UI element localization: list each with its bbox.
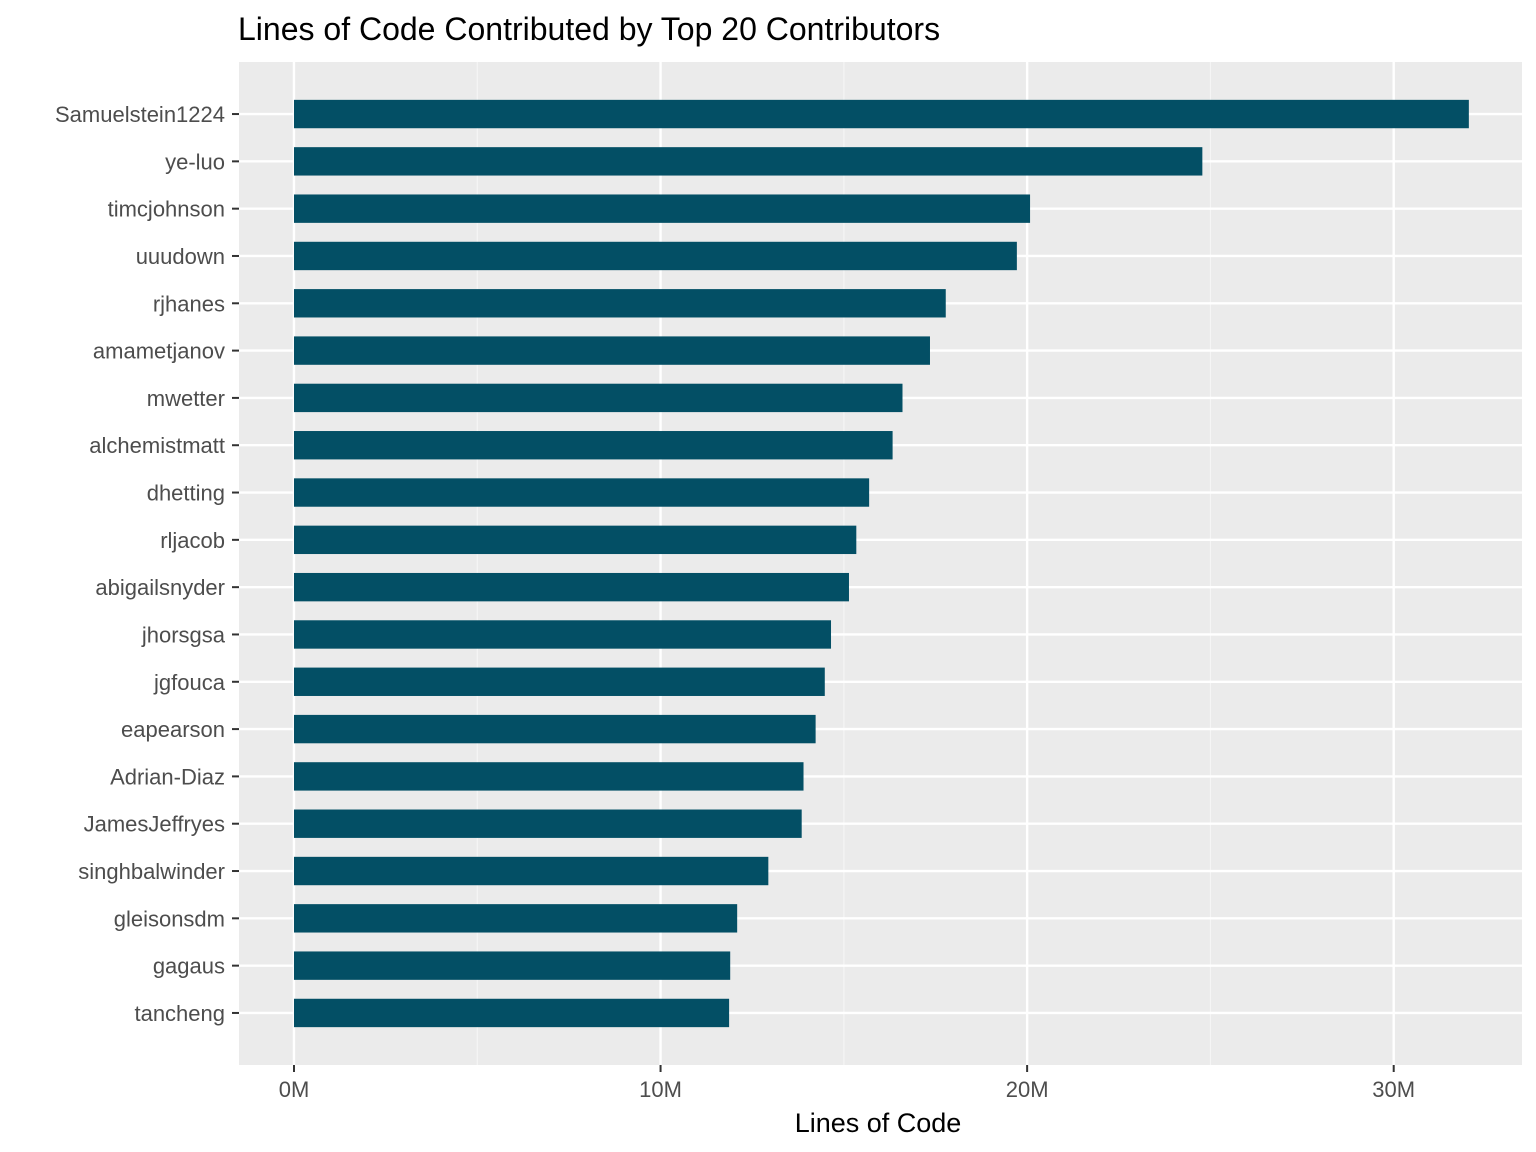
y-tick-label: amametjanov <box>93 339 225 364</box>
bar-timcjohnson <box>293 194 1031 223</box>
bar-jgfouca <box>293 667 825 696</box>
y-tick-label: abigailsnyder <box>95 575 225 600</box>
bar-jhorsgsa <box>293 620 832 649</box>
x-axis: 0M 10M 20M 30M <box>279 1065 1415 1102</box>
y-tick-label: alchemistmatt <box>89 433 225 458</box>
x-tick-label: 0M <box>279 1077 310 1102</box>
y-tick-label: gagaus <box>153 954 225 979</box>
y-tick-label: tancheng <box>134 1001 225 1026</box>
y-tick-label: jhorsgsa <box>141 622 226 647</box>
plot-panel <box>239 62 1522 1065</box>
y-tick-label: uuudown <box>136 244 225 269</box>
bar-ye-luo <box>293 147 1203 176</box>
bar-amametjanov <box>293 336 930 365</box>
bar-gagaus <box>293 951 731 980</box>
y-tick-label: Samuelstein1224 <box>55 102 225 127</box>
y-tick-label: gleisonsdm <box>114 906 225 931</box>
bar-Adrian-Diaz <box>293 762 804 791</box>
bars <box>293 99 1469 1028</box>
y-tick-label: dhetting <box>147 481 225 506</box>
y-tick-label: timcjohnson <box>108 197 225 222</box>
bar-JamesJeffryes <box>293 809 802 838</box>
y-tick-label: mwetter <box>147 386 225 411</box>
bar-dhetting <box>293 478 870 507</box>
bar-mwetter <box>293 383 903 413</box>
bar-eapearson <box>293 714 816 744</box>
bar-tancheng <box>293 998 730 1028</box>
y-tick-label: eapearson <box>121 717 225 742</box>
bar-alchemistmatt <box>293 431 893 460</box>
x-tick-label: 10M <box>639 1077 682 1102</box>
x-axis-title: Lines of Code <box>795 1108 962 1138</box>
bar-rjhanes <box>293 289 946 318</box>
y-axis: Samuelstein1224 ye-luo timcjohnson uuudown r… <box>55 102 239 1026</box>
y-tick-label: ye-luo <box>165 149 225 174</box>
y-tick-label: rjhanes <box>153 291 225 316</box>
x-tick-label: 20M <box>1006 1077 1049 1102</box>
bar-singhbalwinder <box>293 856 769 886</box>
bar-abigailsnyder <box>293 572 849 602</box>
x-tick-label: 30M <box>1372 1077 1415 1102</box>
chart-title: Lines of Code Contributed by Top 20 Cont… <box>238 11 940 47</box>
y-tick-label: rljacob <box>160 528 225 553</box>
y-tick-label: JamesJeffryes <box>84 812 225 837</box>
bar-gleisonsdm <box>293 904 738 933</box>
bar-rljacob <box>293 525 857 555</box>
y-tick-label: Adrian-Diaz <box>110 764 225 789</box>
bar-Samuelstein1224 <box>293 99 1469 129</box>
y-tick-label: jgfouca <box>153 670 226 695</box>
bar-uuudown <box>293 241 1017 271</box>
y-tick-label: singhbalwinder <box>78 859 225 884</box>
